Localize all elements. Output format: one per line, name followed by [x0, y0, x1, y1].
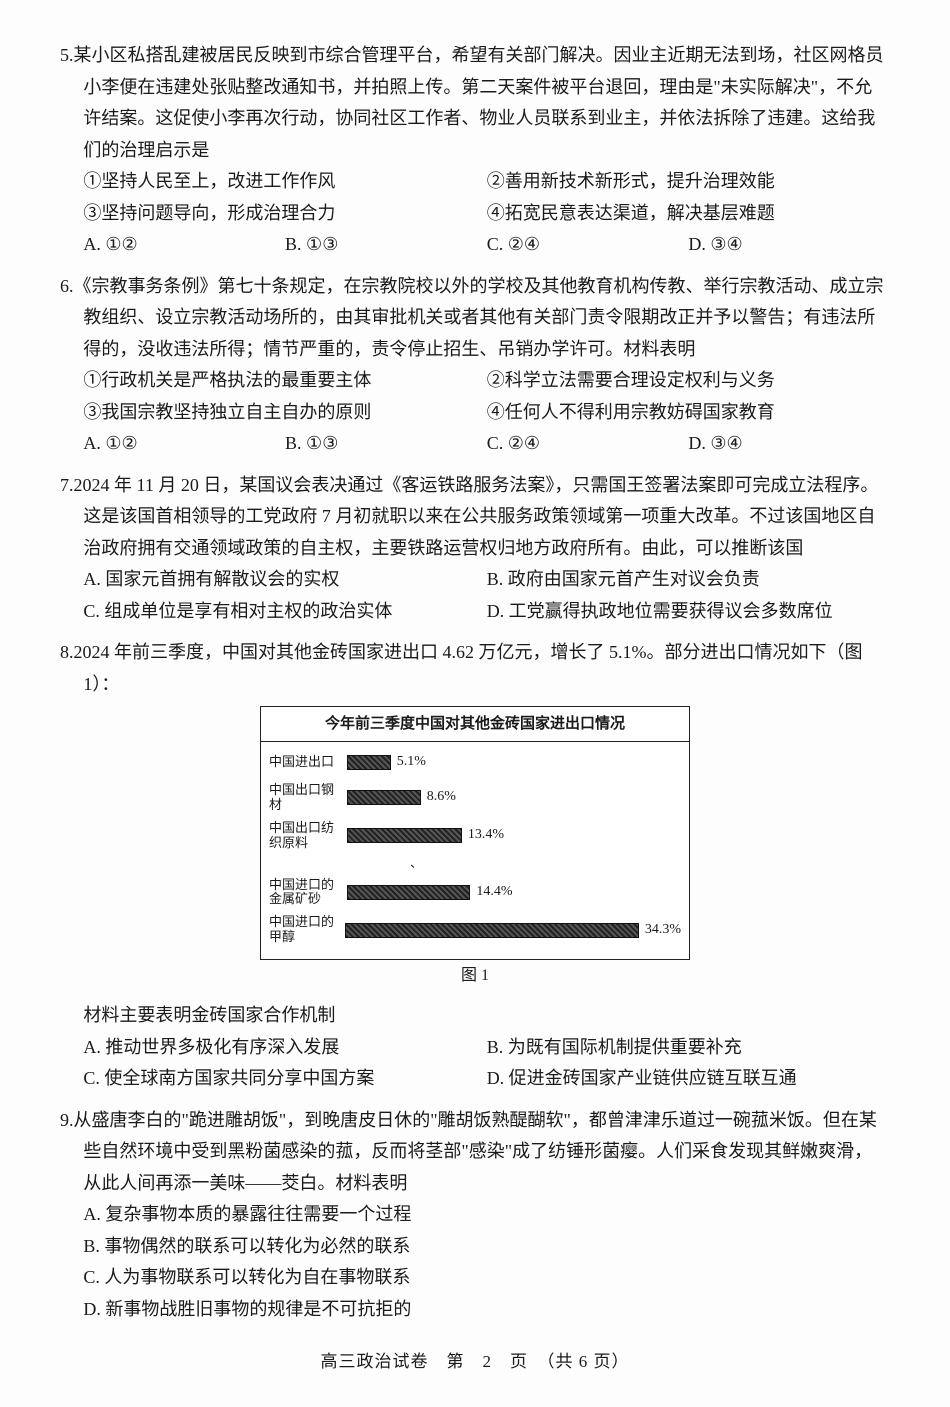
q8-chart-wrap: 今年前三季度中国对其他金砖国家进出口情况 中国进出口 5.1% 中国出口钢材 8.6%… — [60, 706, 890, 960]
q8-opt-b[interactable]: B. 为既有国际机制提供重要补充 — [487, 1032, 890, 1064]
q5-stem-text: 某小区私搭乱建被居民反映到市综合管理平台，希望有关部门解决。因业主近期无法到场，… — [74, 45, 884, 160]
chart-bar — [347, 828, 462, 843]
q6-stem-text: 《宗教事务条例》第七十条规定，在宗教院校以外的学校及其他教育机构传教、举行宗教活… — [74, 276, 884, 359]
q5-num: 5. — [60, 45, 74, 65]
chart-bar-row: 中国出口纺织原料 13.4% — [269, 821, 681, 851]
q8-lead: 材料主要表明金砖国家合作机制 — [60, 1000, 890, 1032]
chart-bar-track: 8.6% — [347, 785, 681, 810]
chart-bar-label: 中国进口的金属矿砂 — [269, 878, 347, 908]
q7-opt-d[interactable]: D. 工党赢得执政地位需要获得议会多数席位 — [487, 596, 890, 628]
q8-stem: 8.2024 年前三季度，中国对其他金砖国家进出口 4.62 万亿元，增长了 5… — [60, 637, 890, 700]
q7-num: 7. — [60, 475, 74, 495]
q9-opt-c[interactable]: C. 人为事物联系可以转化为自在事物联系 — [83, 1262, 890, 1294]
question-7: 7.2024 年 11 月 20 日，某国议会表决通过《客运铁路服务法案》，只需… — [60, 470, 890, 628]
q8-stem-text: 2024 年前三季度，中国对其他金砖国家进出口 4.62 万亿元，增长了 5.1… — [74, 642, 863, 694]
chart-bar — [347, 885, 470, 900]
q8-opt-d[interactable]: D. 促进金砖国家产业链供应链互联互通 — [487, 1063, 890, 1095]
q5-options: A. ①② B. ①③ C. ②④ D. ③④ — [60, 229, 890, 261]
q6-stmt-4: ④任何人不得利用宗教妨碍国家教育 — [487, 397, 890, 429]
q5-stmt-4: ④拓宽民意表达渠道，解决基层难题 — [487, 198, 890, 230]
chart-bar-value: 5.1% — [397, 750, 426, 775]
q8-chart-caption: 图 1 — [60, 962, 890, 990]
chart-bar-row: 中国进口的甲醇 34.3% — [269, 915, 681, 945]
question-5: 5.某小区私搭乱建被居民反映到市综合管理平台，希望有关部门解决。因业主近期无法到… — [60, 40, 890, 261]
q9-stem: 9.从盛唐李白的"跪进雕胡饭"，到晚唐皮日休的"雕胡饭熟醍醐软"，都曾津津乐道过… — [60, 1105, 890, 1200]
q5-stmt-2: ②善用新技术新形式，提升治理效能 — [487, 166, 890, 198]
chart-bar-value: 34.3% — [645, 918, 681, 943]
q6-opt-d[interactable]: D. ③④ — [688, 428, 890, 460]
chart-tick-mark: 、 — [410, 853, 681, 874]
chart-bar-row: 中国进口的金属矿砂 14.4% — [269, 878, 681, 908]
chart-bar — [347, 790, 421, 805]
q8-opt-c[interactable]: C. 使全球南方国家共同分享中国方案 — [83, 1063, 486, 1095]
q6-stmt-1: ①行政机关是严格执法的最重要主体 — [83, 365, 486, 397]
q9-num: 9. — [60, 1110, 74, 1130]
q5-stem: 5.某小区私搭乱建被居民反映到市综合管理平台，希望有关部门解决。因业主近期无法到… — [60, 40, 890, 166]
q6-opt-a[interactable]: A. ①② — [83, 428, 285, 460]
chart-bar-label: 中国进口的甲醇 — [269, 915, 345, 945]
q7-opt-b[interactable]: B. 政府由国家元首产生对议会负责 — [487, 564, 890, 596]
q7-stem: 7.2024 年 11 月 20 日，某国议会表决通过《客运铁路服务法案》，只需… — [60, 470, 890, 565]
chart-bar-track: 13.4% — [347, 823, 681, 848]
q5-opt-a[interactable]: A. ①② — [83, 229, 285, 261]
page-footer: 高三政治试卷 第 2 页 （共 6 页） — [60, 1347, 890, 1377]
chart-bar — [347, 755, 391, 770]
q6-statements: ①行政机关是严格执法的最重要主体 ②科学立法需要合理设定权利与义务 ③我国宗教坚… — [60, 365, 890, 428]
q8-options: A. 推动世界多极化有序深入发展 B. 为既有国际机制提供重要补充 C. 使全球… — [60, 1032, 890, 1095]
chart-bar-label: 中国出口纺织原料 — [269, 821, 347, 851]
q7-options: A. 国家元首拥有解散议会的实权 B. 政府由国家元首产生对议会负责 C. 组成… — [60, 564, 890, 627]
q8-num: 8. — [60, 642, 74, 662]
q8-opt-a[interactable]: A. 推动世界多极化有序深入发展 — [83, 1032, 486, 1064]
q9-opt-b[interactable]: B. 事物偶然的联系可以转化为必然的联系 — [83, 1231, 890, 1263]
q9-opt-a[interactable]: A. 复杂事物本质的暴露往往需要一个过程 — [83, 1199, 890, 1231]
q8-chart: 今年前三季度中国对其他金砖国家进出口情况 中国进出口 5.1% 中国出口钢材 8.6%… — [260, 706, 690, 960]
chart-bar-value: 8.6% — [427, 785, 456, 810]
chart-bar-row: 中国进出口 5.1% — [269, 750, 681, 775]
chart-bar-row: 中国出口钢材 8.6% — [269, 783, 681, 813]
q7-stem-text: 2024 年 11 月 20 日，某国议会表决通过《客运铁路服务法案》，只需国王… — [74, 475, 879, 558]
q6-num: 6. — [60, 276, 74, 296]
q5-opt-c[interactable]: C. ②④ — [487, 229, 689, 261]
q5-stmt-1: ①坚持人民至上，改进工作作风 — [83, 166, 486, 198]
q6-stem: 6.《宗教事务条例》第七十条规定，在宗教院校以外的学校及其他教育机构传教、举行宗… — [60, 271, 890, 366]
chart-bar-label: 中国进出口 — [269, 755, 347, 770]
chart-bar — [345, 923, 639, 938]
chart-bar-label: 中国出口钢材 — [269, 783, 347, 813]
chart-bar-value: 14.4% — [476, 880, 512, 905]
q8-chart-title: 今年前三季度中国对其他金砖国家进出口情况 — [261, 707, 689, 742]
q6-opt-b[interactable]: B. ①③ — [285, 428, 487, 460]
q7-opt-a[interactable]: A. 国家元首拥有解散议会的实权 — [83, 564, 486, 596]
question-9: 9.从盛唐李白的"跪进雕胡饭"，到晚唐皮日休的"雕胡饭熟醍醐软"，都曾津津乐道过… — [60, 1105, 890, 1326]
q6-stmt-2: ②科学立法需要合理设定权利与义务 — [487, 365, 890, 397]
q8-chart-body: 中国进出口 5.1% 中国出口钢材 8.6% 中国出口纺织原料 13.4% 、中国进口的金属… — [261, 742, 689, 959]
q6-opt-c[interactable]: C. ②④ — [487, 428, 689, 460]
question-6: 6.《宗教事务条例》第七十条规定，在宗教院校以外的学校及其他教育机构传教、举行宗… — [60, 271, 890, 460]
q9-options: A. 复杂事物本质的暴露往往需要一个过程 B. 事物偶然的联系可以转化为必然的联… — [60, 1199, 890, 1325]
chart-bar-track: 5.1% — [347, 750, 681, 775]
q5-opt-b[interactable]: B. ①③ — [285, 229, 487, 261]
chart-bar-value: 13.4% — [468, 823, 504, 848]
q5-stmt-3: ③坚持问题导向，形成治理合力 — [83, 198, 486, 230]
q5-statements: ①坚持人民至上，改进工作作风 ②善用新技术新形式，提升治理效能 ③坚持问题导向，… — [60, 166, 890, 229]
chart-bar-track: 34.3% — [345, 918, 681, 943]
q6-stmt-3: ③我国宗教坚持独立自主自办的原则 — [83, 397, 486, 429]
q5-opt-d[interactable]: D. ③④ — [688, 229, 890, 261]
question-8: 8.2024 年前三季度，中国对其他金砖国家进出口 4.62 万亿元，增长了 5… — [60, 637, 890, 1095]
q7-opt-c[interactable]: C. 组成单位是享有相对主权的政治实体 — [83, 596, 486, 628]
chart-bar-track: 14.4% — [347, 880, 681, 905]
q9-stem-text: 从盛唐李白的"跪进雕胡饭"，到晚唐皮日休的"雕胡饭熟醍醐软"，都曾津津乐道过一碗… — [74, 1110, 877, 1193]
q9-opt-d[interactable]: D. 新事物战胜旧事物的规律是不可抗拒的 — [83, 1294, 890, 1326]
q6-options: A. ①② B. ①③ C. ②④ D. ③④ — [60, 428, 890, 460]
